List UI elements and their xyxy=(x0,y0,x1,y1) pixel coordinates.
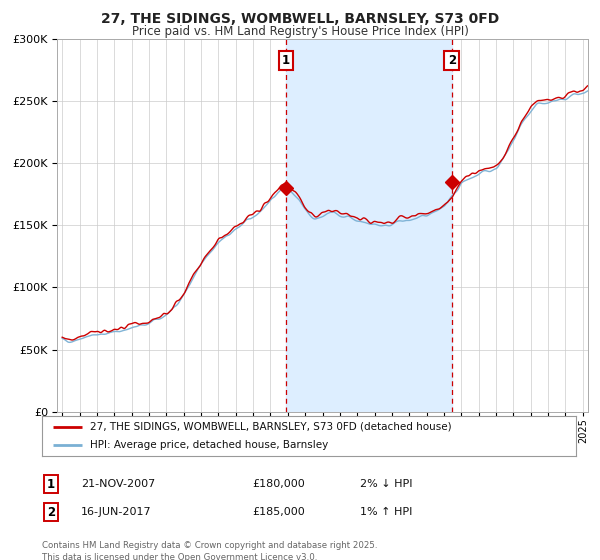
Bar xyxy=(286,39,452,412)
Text: HPI: Average price, detached house, Barnsley: HPI: Average price, detached house, Barn… xyxy=(90,440,328,450)
Text: 27, THE SIDINGS, WOMBWELL, BARNSLEY, S73 0FD: 27, THE SIDINGS, WOMBWELL, BARNSLEY, S73… xyxy=(101,12,499,26)
Text: 1% ↑ HPI: 1% ↑ HPI xyxy=(360,507,412,517)
Text: £180,000: £180,000 xyxy=(252,479,305,489)
Text: Price paid vs. HM Land Registry's House Price Index (HPI): Price paid vs. HM Land Registry's House … xyxy=(131,25,469,38)
Text: 16-JUN-2017: 16-JUN-2017 xyxy=(81,507,152,517)
Text: 2: 2 xyxy=(47,506,55,519)
Text: £185,000: £185,000 xyxy=(252,507,305,517)
Text: 2% ↓ HPI: 2% ↓ HPI xyxy=(360,479,413,489)
Text: Contains HM Land Registry data © Crown copyright and database right 2025.
This d: Contains HM Land Registry data © Crown c… xyxy=(42,541,377,560)
Text: 1: 1 xyxy=(282,54,290,67)
Text: 2: 2 xyxy=(448,54,456,67)
Text: 21-NOV-2007: 21-NOV-2007 xyxy=(81,479,155,489)
Text: 27, THE SIDINGS, WOMBWELL, BARNSLEY, S73 0FD (detached house): 27, THE SIDINGS, WOMBWELL, BARNSLEY, S73… xyxy=(90,422,452,432)
Text: 1: 1 xyxy=(47,478,55,491)
